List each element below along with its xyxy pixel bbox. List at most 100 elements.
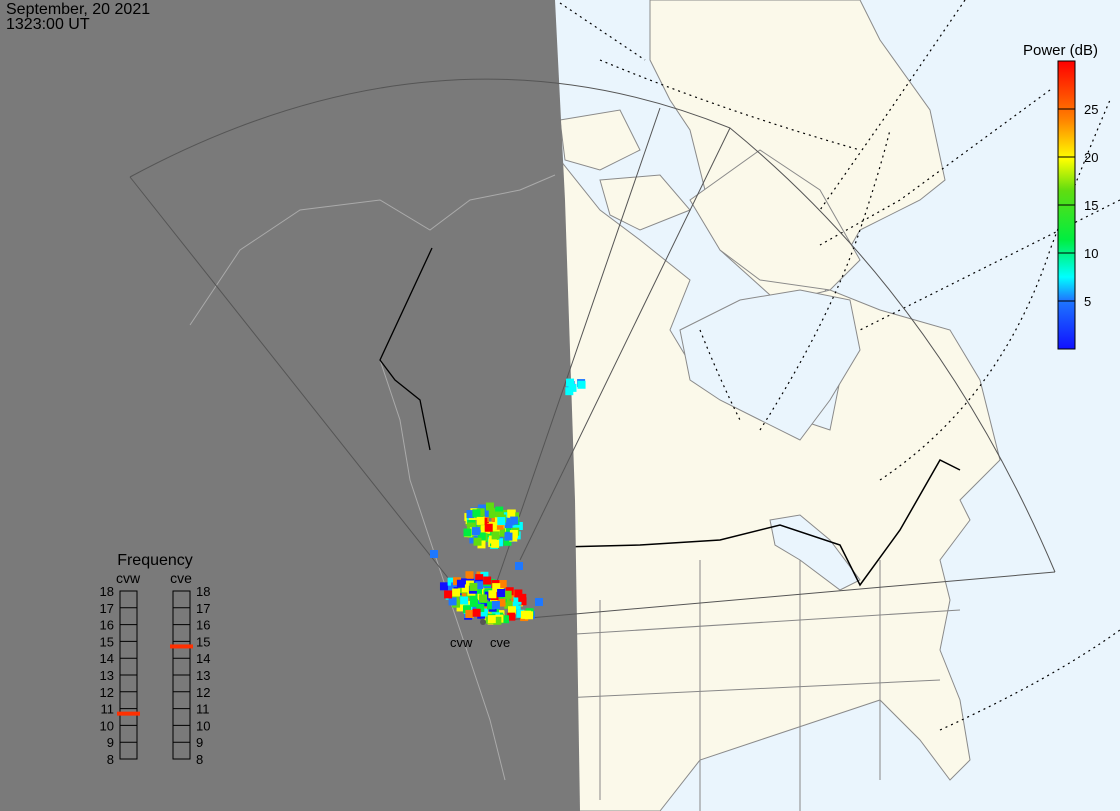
radar-site-marker [480,619,486,625]
us-canada-border [465,459,961,587]
date-label: September, 20 2021 [6,1,151,18]
frequency-tick-label: 18 [196,584,210,599]
scatter-cell [507,612,516,621]
scatter-cell [498,594,507,603]
scatter-cell [477,532,486,541]
scatter-cell [516,609,525,618]
scatter-cell [450,582,459,591]
scatter-cell [504,520,513,529]
frequency-tick-label: 14 [196,651,210,666]
scatter-cell [509,522,518,531]
frequency-tick-label: 11 [101,702,115,717]
scatter-cell [497,588,506,597]
scatter-cells [430,378,586,625]
scatter-cell [514,589,523,598]
scatter-cell [466,522,475,531]
scatter-cell [473,537,482,546]
frequency-tick-label: 8 [107,752,114,767]
arctic-island-1 [559,109,641,171]
scatter-cell [452,588,461,597]
freq-radar-cve: cve [170,570,192,586]
scatter-cell [484,523,493,532]
scatter-cell [503,537,512,546]
great-lakes [769,514,861,591]
scatter-cell [513,596,522,605]
scatter-cell [497,517,506,526]
scatter-cell [466,510,475,519]
scatter-cell [491,539,500,548]
scatter-cell [504,600,513,609]
scatter-cell [488,521,497,530]
scatter-cell [439,582,448,591]
frequency-tick-label: 12 [100,685,114,700]
scatter-cell [497,598,506,607]
colorbar-tick-label: 10 [1084,246,1098,261]
scatter-cell [566,378,575,387]
radar-fields-of-view [129,78,1056,623]
scatter-cell [507,509,516,518]
frequency-marker-cve [170,644,193,649]
frequency-tick-label: 12 [196,685,210,700]
scatter-cell [510,516,519,525]
scatter-cell [487,601,496,610]
alaska-outline [189,174,556,326]
scatter-cell [507,606,516,615]
frequency-tick-label: 11 [196,702,210,717]
night-terminator [0,0,580,811]
frequency-tick-label: 17 [100,601,114,616]
scatter-cell [476,516,485,525]
frequency-tick-label: 15 [196,634,210,649]
scatter-cell [456,603,465,612]
scatter-cell [503,590,512,599]
scatter-cell [446,582,455,591]
scatter-cell [475,574,484,583]
scatter-cell [500,615,509,624]
scatter-cell [525,611,534,620]
power-colorbar: Power (dB) 5 10 15 20 25 [1023,42,1098,350]
scatter-cell [488,590,497,599]
frequency-tick-label: 16 [196,618,210,633]
scatter-cell [483,576,492,585]
frequency-panel: Frequency cvw cve 1817161514131211109818… [100,552,211,767]
scatter-cell [465,609,474,618]
scatter-cell [498,580,507,589]
frequency-tick-label: 18 [100,584,114,599]
scatter-cell [512,601,521,610]
scatter-cell [479,594,488,603]
scatter-cell [492,583,501,592]
frequency-marker-cvw [117,711,140,716]
scatter-cell [463,605,472,614]
scatter-cell [461,584,470,593]
scatter-cell [514,522,523,531]
colorbar-tick-label: 5 [1084,294,1091,309]
scatter-cell [488,509,497,518]
scatter-cell [480,571,489,580]
frequency-tick-label: 13 [100,668,114,683]
scatter-cell [476,508,485,517]
scatter-cell [504,532,513,541]
scatter-cell [488,535,497,544]
scatter-cell [495,511,504,520]
colorbar-tick-label: 20 [1084,150,1098,165]
scatter-cell [475,581,484,590]
scatter-cell [469,593,478,602]
scatter-cell [487,615,496,624]
frequency-tick-label: 8 [196,752,203,767]
scatter-cell [503,527,512,536]
scatter-cell [485,502,494,511]
scatter-cell [518,593,527,602]
scatter-cell [472,608,481,617]
scatter-cell [465,571,474,580]
scatter-cell [456,579,465,588]
frequency-tick-label: 17 [196,601,210,616]
scatter-cell [495,521,504,530]
scatter-cell [474,587,483,596]
colorbar-tick-label: 15 [1084,198,1098,213]
radar-label-cvw: cvw [450,635,473,650]
frequency-tick-label: 10 [100,718,114,733]
scatter-cell [480,602,489,611]
scatter-cell [493,616,502,625]
scatter-cell [471,527,480,536]
scatter-cell [469,582,478,591]
